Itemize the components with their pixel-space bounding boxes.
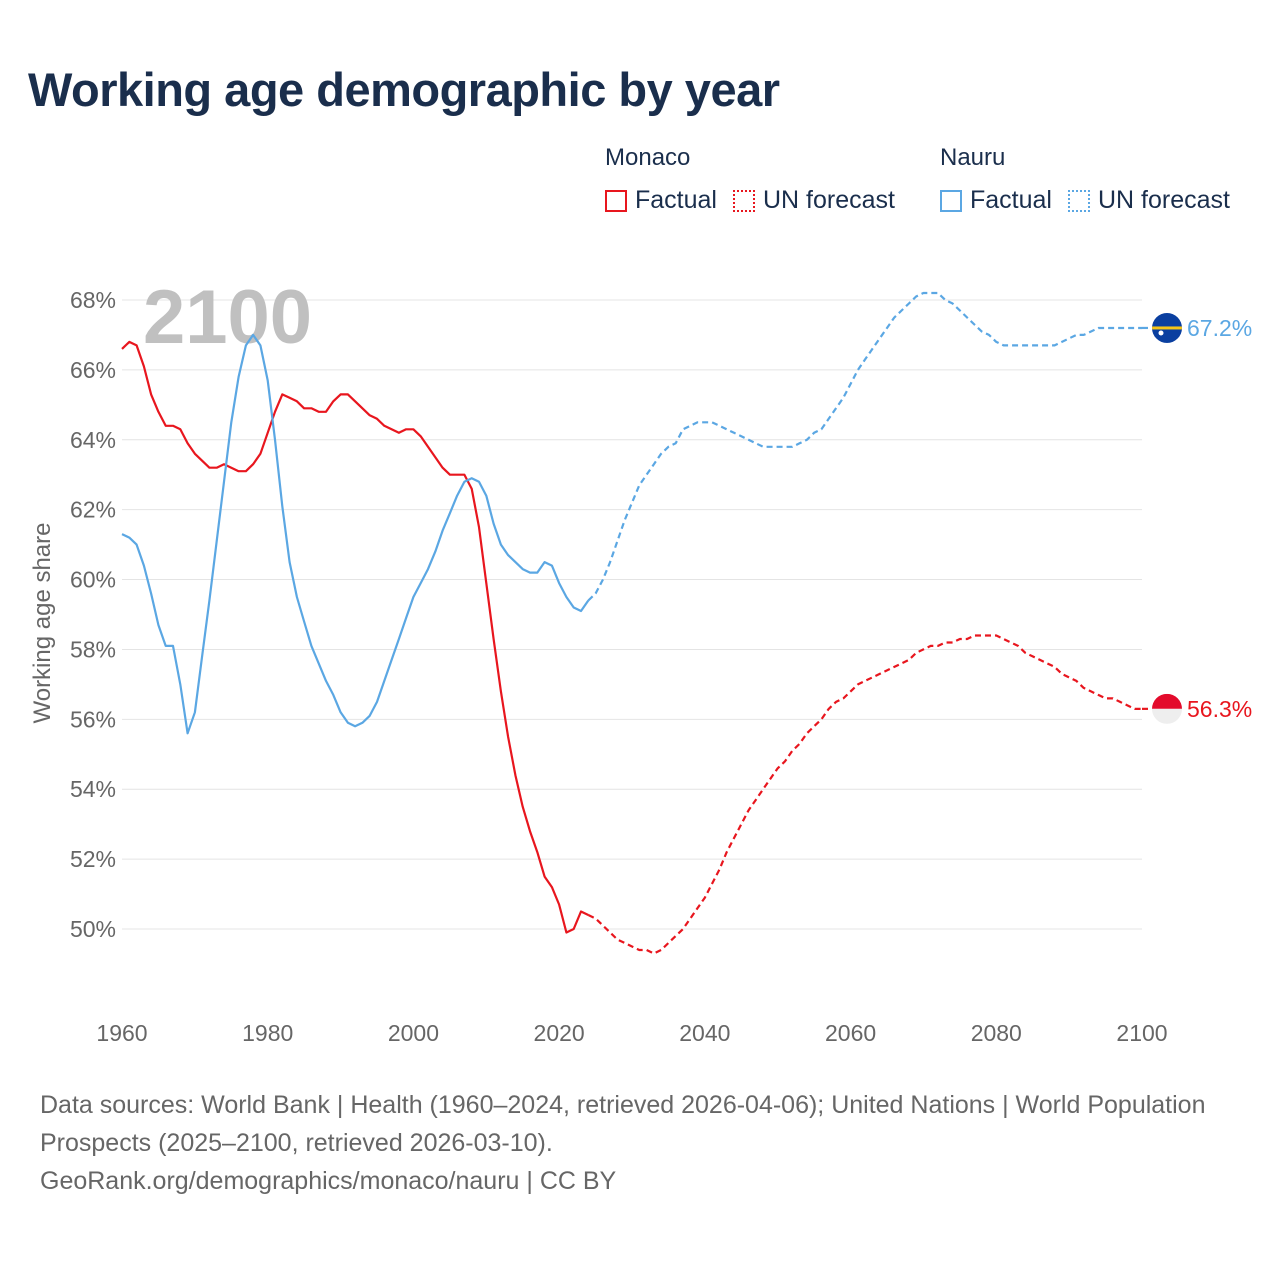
legend-nauru-forecast[interactable]: UN forecast [1067,186,1230,215]
legend-monaco-factual[interactable]: Factual [605,186,717,215]
flag-icon-monaco [1152,693,1182,724]
flag-red-band [1152,693,1182,709]
legend-label: UN forecast [1097,186,1230,214]
x-tick-label: 2080 [971,1020,1022,1046]
x-tick-label: 2000 [388,1020,439,1046]
legend-label: Factual [635,186,717,214]
footer-sources: Data sources: World Bank | Health (1960–… [40,1091,1206,1157]
legend-group-nauru: Nauru Factual UN forecast [940,144,1230,215]
x-tick-label: 2060 [825,1020,876,1046]
legend-group-monaco: Monaco Factual UN forecast [605,144,895,215]
footer: Data sources: World Bank | Health (1960–… [40,1086,1240,1200]
series [121,291,1142,955]
legend-label: Factual [970,186,1052,214]
flag-icon-nauru [1152,312,1182,343]
series-line-monaco-factual [121,340,589,934]
gridlines [122,299,1142,930]
axes: 50% 52% 54% 56% 58% 60% 62% 64% 66% 68% 1960 1980 20… [70,287,1168,1046]
flag-star [1158,330,1164,336]
y-tick-label: 66% [70,357,116,383]
y-tick-label: 60% [70,567,116,593]
series-end-label: 67.2% [1187,315,1252,341]
y-tick-label: 62% [70,497,116,523]
legend-group-name: Monaco [605,144,691,171]
series-line-monaco-forecast [587,634,1142,955]
chart-title: Working age demographic by year [28,63,780,116]
end-markers: 56.3% 67.2% [1142,312,1252,724]
y-axis-label: Working age share [29,523,56,724]
x-tick-label: 2040 [679,1020,730,1046]
year-watermark: 2100 [143,275,312,360]
y-tick-label: 68% [70,287,116,313]
legend-swatch-solid [605,189,627,212]
y-tick-label: 64% [70,427,116,453]
series-line-nauru-forecast [587,291,1142,602]
y-tick-label: 58% [70,636,116,662]
x-tick-label: 1960 [96,1020,147,1046]
line-chart: 2100 50% 52% 54% 56% 58% 60% 62% 64% 66% 68% 1960 1… [29,275,1252,1046]
x-tick-label: 2020 [534,1020,585,1046]
y-tick-label: 52% [70,846,116,872]
legend-monaco-forecast[interactable]: UN forecast [732,186,895,215]
series-line-nauru-factual [121,333,590,735]
series-end-label: 56.3% [1187,696,1252,722]
legend-nauru-factual[interactable]: Factual [940,186,1052,215]
legend-swatch-dotted [1067,189,1090,212]
legend-swatch-dotted [732,189,755,212]
y-tick-label: 56% [70,706,116,732]
x-tick-label: 2100 [1116,1020,1167,1046]
footer-credit: GeoRank.org/demographics/monaco/nauru | … [40,1167,617,1195]
y-tick-label: 54% [70,776,116,802]
flag-yellow-stripe [1152,326,1182,330]
y-tick-label: 50% [70,916,116,942]
legend-group-name: Nauru [940,144,1006,171]
x-tick-label: 1980 [242,1020,293,1046]
legend-label: UN forecast [762,186,895,214]
legend-swatch-solid [940,189,962,212]
flag-white-band [1152,708,1182,724]
